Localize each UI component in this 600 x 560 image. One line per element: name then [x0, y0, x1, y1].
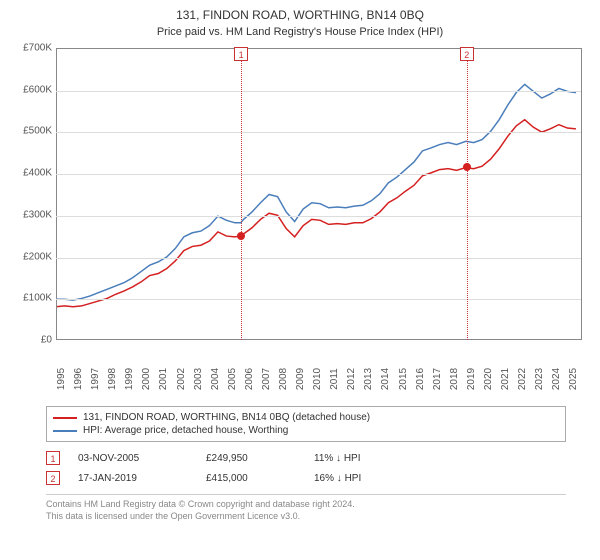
x-axis-label: 1998	[107, 368, 118, 390]
gridline-horizontal	[56, 258, 581, 259]
x-axis-label: 2015	[398, 368, 409, 390]
sales-row-price: £249,950	[206, 453, 296, 464]
x-axis-label: 1999	[124, 368, 135, 390]
sales-row-marker: 1	[46, 451, 60, 465]
x-axis-label: 2013	[363, 368, 374, 390]
y-axis-line	[56, 49, 57, 340]
sale-marker-box: 2	[460, 47, 474, 61]
x-axis-label: 2010	[312, 368, 323, 390]
legend-label: 131, FINDON ROAD, WORTHING, BN14 0BQ (de…	[83, 412, 370, 423]
legend-swatch	[53, 430, 77, 432]
sales-row: 1 03-NOV-2005 £249,950 11% ↓ HPI	[46, 448, 566, 468]
x-axis-label: 2008	[278, 368, 289, 390]
x-axis-label: 2011	[329, 368, 340, 390]
x-axis-label: 2001	[158, 368, 169, 390]
gridline-horizontal	[56, 91, 581, 92]
x-axis-line	[56, 339, 581, 340]
gridline-horizontal	[56, 174, 581, 175]
sales-row-date: 03-NOV-2005	[78, 453, 188, 464]
y-axis-label: £500K	[10, 126, 52, 137]
y-axis-label: £400K	[10, 168, 52, 179]
legend-item: HPI: Average price, detached house, Wort…	[53, 424, 559, 437]
x-axis-label: 2012	[346, 368, 357, 390]
legend-item: 131, FINDON ROAD, WORTHING, BN14 0BQ (de…	[53, 411, 559, 424]
x-axis-label: 2018	[449, 368, 460, 390]
y-axis-label: £200K	[10, 251, 52, 262]
y-axis-label: £600K	[10, 84, 52, 95]
x-axis-label: 2009	[295, 368, 306, 390]
sales-row-diff: 16% ↓ HPI	[314, 473, 404, 484]
y-axis-label: £300K	[10, 209, 52, 220]
x-axis-label: 2006	[244, 368, 255, 390]
x-axis-label: 2022	[517, 368, 528, 390]
sale-marker-box: 1	[234, 47, 248, 61]
x-axis-label: 2017	[432, 368, 443, 390]
x-axis-label: 2000	[141, 368, 152, 390]
x-axis-label: 1997	[90, 368, 101, 390]
x-axis-label: 2021	[500, 368, 511, 390]
x-axis-label: 1995	[56, 368, 67, 390]
x-axis-label: 2023	[534, 368, 545, 390]
footer-line-1: Contains HM Land Registry data © Crown c…	[46, 499, 566, 511]
plot-area: 12	[56, 48, 582, 340]
x-axis-label: 2003	[193, 368, 204, 390]
x-axis-label: 1996	[73, 368, 84, 390]
chart-lines	[56, 49, 581, 340]
gridline-horizontal	[56, 216, 581, 217]
x-axis-label: 2025	[568, 368, 579, 390]
sales-table: 1 03-NOV-2005 £249,950 11% ↓ HPI 2 17-JAN-201…	[46, 448, 566, 488]
series-line	[56, 120, 576, 307]
sale-marker-dot	[237, 232, 245, 240]
y-axis-label: £0	[10, 335, 52, 346]
page-title: 131, FINDON ROAD, WORTHING, BN14 0BQ	[0, 8, 600, 22]
sales-row-price: £415,000	[206, 473, 296, 484]
x-axis-label: 2014	[380, 368, 391, 390]
price-chart: 12 £0£100K£200K£300K£400K£500K£600K£700K…	[10, 40, 590, 400]
sales-row-marker: 2	[46, 471, 60, 485]
x-axis-label: 2007	[261, 368, 272, 390]
sales-row-date: 17-JAN-2019	[78, 473, 188, 484]
x-axis-label: 2002	[176, 368, 187, 390]
x-axis-label: 2019	[466, 368, 477, 390]
x-axis-label: 2024	[551, 368, 562, 390]
gridline-horizontal	[56, 299, 581, 300]
page-subtitle: Price paid vs. HM Land Registry's House …	[0, 26, 600, 38]
sale-marker-line	[241, 49, 242, 340]
x-axis-label: 2016	[415, 368, 426, 390]
sales-row: 2 17-JAN-2019 £415,000 16% ↓ HPI	[46, 468, 566, 488]
sale-marker-line	[467, 49, 468, 340]
y-axis-label: £100K	[10, 293, 52, 304]
legend-swatch	[53, 417, 77, 419]
footer-line-2: This data is licensed under the Open Gov…	[46, 511, 566, 523]
sale-marker-dot	[463, 163, 471, 171]
gridline-horizontal	[56, 132, 581, 133]
x-axis-label: 2005	[227, 368, 238, 390]
chart-footer: Contains HM Land Registry data © Crown c…	[46, 494, 566, 522]
x-axis-label: 2004	[210, 368, 221, 390]
y-axis-label: £700K	[10, 43, 52, 54]
sales-row-diff: 11% ↓ HPI	[314, 453, 404, 464]
legend-label: HPI: Average price, detached house, Wort…	[83, 425, 288, 436]
x-axis-label: 2020	[483, 368, 494, 390]
chart-legend: 131, FINDON ROAD, WORTHING, BN14 0BQ (de…	[46, 406, 566, 442]
series-line	[56, 84, 576, 300]
